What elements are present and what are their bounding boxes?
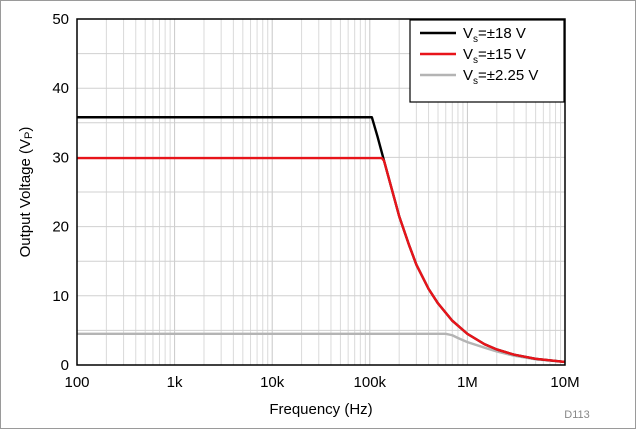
x-tick-label: 100 (64, 374, 89, 391)
legend-label: Vs=±18 V (463, 25, 526, 45)
x-axis-label: Frequency (Hz) (269, 401, 372, 418)
legend: Vs=±18 VVs=±15 VVs=±2.25 V (409, 19, 565, 103)
plot-border (76, 18, 566, 366)
x-tick-label: 10M (550, 374, 579, 391)
y-tick-label: 30 (52, 149, 69, 166)
legend-label: Vs=±15 V (463, 46, 526, 66)
series-line-2 (77, 156, 566, 364)
y-axis-label: Output Voltage (VP) (17, 127, 35, 258)
y-tick-label: 10 (52, 288, 69, 305)
x-tick-labels: 100 1k 10k 100k 1M 10M (64, 374, 579, 391)
x-tick-label: 1M (457, 374, 478, 391)
grid (77, 19, 565, 365)
y-tick-label: 20 (52, 219, 69, 236)
x-tick-label: 1k (167, 374, 183, 391)
figure-id: D113 (564, 409, 589, 421)
y-tick-label: 40 (52, 80, 69, 97)
y-tick-label: 0 (61, 357, 69, 374)
series-layer (77, 116, 566, 364)
x-tick-label: 10k (260, 374, 285, 391)
y-tick-label: 50 (52, 11, 69, 28)
x-tick-label: 100k (354, 374, 387, 391)
y-tick-labels: 0 10 20 30 40 50 (52, 11, 69, 374)
legend-label: Vs=±2.25 V (463, 67, 538, 87)
